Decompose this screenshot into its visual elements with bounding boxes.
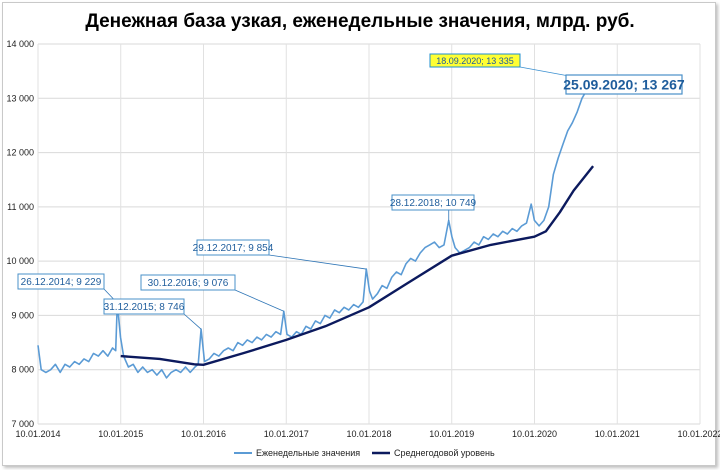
annotations: 26.12.2014; 9 229 31.12.2015; 8 746 30.12.… — [17, 53, 685, 330]
annotation-label: 28.12.2018; 10 749 — [390, 198, 477, 209]
weekly-values-line — [37, 79, 594, 379]
x-tick-label: 10.01.2020 — [512, 429, 557, 439]
y-tick-label: 8 000 — [11, 365, 34, 375]
grid — [37, 43, 701, 425]
annotation-leader — [268, 254, 367, 270]
y-tick-label: 9 000 — [11, 310, 34, 320]
y-tick-label: 13 000 — [6, 93, 34, 103]
y-tick-label: 12 000 — [6, 148, 34, 158]
annotation-box — [391, 194, 475, 211]
x-tick-label: 10.01.2018 — [346, 429, 391, 439]
annual-average-line — [120, 165, 595, 366]
y-tick-label: 14 000 — [6, 39, 34, 49]
x-axis-ticks: 10.01.2014 10.01.2015 10.01.2016 10.01.2017… — [15, 429, 720, 439]
y-tick-label: 10 000 — [6, 256, 34, 266]
y-tick-label: 7 000 — [11, 419, 34, 429]
annotation-label: 31.12.2015; 8 746 — [104, 302, 185, 313]
annotation-box — [429, 53, 521, 68]
annotation-box — [565, 74, 683, 95]
annotation-2018-12-28: 28.12.2018; 10 749 — [390, 194, 477, 221]
series — [37, 79, 595, 379]
annotation-2014-12-26: 26.12.2014; 9 229 — [17, 273, 118, 304]
annotation-2020-09-25: 25.09.2020; 13 267 — [563, 74, 685, 95]
annotation-box — [140, 274, 236, 291]
y-tick-label: 11 000 — [7, 202, 34, 212]
annotation-2020-09-18: 18.09.2020; 13 335 — [429, 53, 592, 81]
x-tick-label: 10.01.2015 — [98, 429, 143, 439]
annotation-label: 25.09.2020; 13 267 — [563, 77, 685, 93]
annotation-box — [103, 298, 185, 315]
annotation-2015-12-31: 31.12.2015; 8 746 — [103, 298, 202, 330]
annotation-2016-12-30: 30.12.2016; 9 076 — [140, 274, 284, 312]
annotation-box — [196, 239, 270, 256]
x-tick-label: 10.01.2022 — [677, 429, 720, 439]
chart-title: Денежная база узкая, еженедельные значен… — [85, 11, 634, 32]
x-tick-label: 10.01.2016 — [181, 429, 226, 439]
x-tick-label: 10.01.2014 — [15, 429, 60, 439]
x-tick-label: 10.01.2021 — [595, 429, 640, 439]
x-tick-label: 10.01.2017 — [264, 429, 309, 439]
legend-label-average: Среднегодовой уровень — [394, 448, 495, 458]
annotation-box — [17, 273, 105, 290]
annotation-2017-12-29: 29.12.2017; 9 854 — [193, 239, 367, 270]
annotation-leader — [183, 313, 202, 330]
annotation-label: 30.12.2016; 9 076 — [148, 278, 229, 289]
annotation-label: 29.12.2017; 9 854 — [193, 243, 274, 254]
legend-label-weekly: Еженедельные значения — [256, 448, 360, 458]
annotation-label: 18.09.2020; 13 335 — [436, 56, 514, 66]
annotation-leader — [234, 289, 284, 312]
legend: Еженедельные значения Среднегодовой урове… — [234, 448, 495, 458]
annotation-label: 26.12.2014; 9 229 — [21, 277, 102, 288]
x-tick-label: 10.01.2019 — [429, 429, 474, 439]
y-axis-ticks: 7 000 8 000 9 000 10 000 11 000 12 000 13 000 1… — [6, 39, 34, 429]
